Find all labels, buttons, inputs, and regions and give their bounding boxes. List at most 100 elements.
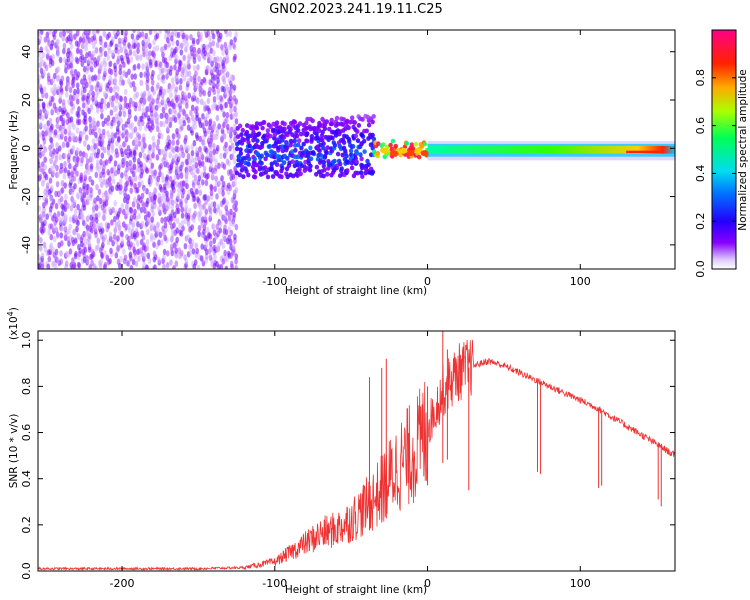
spectrogram-cell — [175, 75, 180, 83]
spectrogram-cell — [119, 184, 123, 191]
spectrogram-cell — [209, 183, 213, 190]
spectrogram-cell — [204, 241, 209, 249]
spectrogram-cell — [47, 229, 51, 236]
spectrogram-cell — [89, 104, 94, 111]
spectrogram-cell — [308, 163, 313, 169]
spectrogram-cell — [180, 212, 185, 219]
spectrogram-cell — [132, 213, 137, 220]
spectrogram-cell — [197, 225, 202, 232]
spectrogram-y-tick-label: 40 — [20, 45, 33, 59]
spectrogram-cell — [231, 173, 236, 180]
spectrogram-cell — [118, 207, 122, 214]
spectrogram-cell — [139, 238, 144, 246]
spectrogram-cell — [195, 146, 199, 154]
spectrogram-cell — [73, 88, 77, 96]
spectrogram-cell — [189, 187, 194, 195]
spectrogram-cell — [152, 241, 156, 248]
spectrogram-cell — [232, 157, 237, 165]
spectrogram-cell — [211, 33, 216, 40]
spectrogram-cell — [187, 207, 192, 215]
spectrogram-cell — [180, 161, 185, 168]
spectrogram-cell — [38, 244, 43, 251]
spectrogram-cell — [158, 231, 163, 238]
spectrogram-cell — [211, 40, 215, 47]
spectrogram-cell — [185, 98, 189, 106]
spectrogram-y-tick-label: 20 — [20, 93, 33, 107]
spectrogram-cell — [150, 162, 155, 169]
spectrogram-cell — [372, 149, 377, 155]
spectrogram-cell — [225, 117, 229, 124]
spectrogram-cell — [146, 71, 150, 78]
spectrogram-cell — [84, 125, 88, 132]
spectrogram-cell — [176, 94, 181, 101]
spectrogram-cell — [169, 259, 173, 266]
spectrogram-cell — [106, 169, 110, 176]
spectrogram-cell — [152, 89, 156, 96]
spectrogram-cell — [144, 41, 149, 48]
spectrogram-cell — [103, 67, 107, 74]
snr-y-multiplier: (x104) — [6, 307, 20, 340]
spectrogram-cell — [43, 146, 48, 153]
spectrogram-cell — [102, 98, 107, 106]
spectrogram-cell — [129, 97, 133, 105]
spectrogram-cell — [129, 44, 133, 51]
spectrogram-cell — [304, 120, 309, 126]
spectrogram-cell — [155, 154, 160, 161]
spectrogram-cell — [169, 65, 173, 72]
spectrogram-cell — [140, 180, 144, 187]
spectrogram-cell — [63, 160, 67, 168]
spectrogram-cell — [91, 90, 96, 98]
spectrogram-frame — [37, 29, 676, 270]
spectrogram-cell — [63, 166, 68, 174]
spectrogram-cell — [68, 136, 72, 143]
spectrogram-cell — [38, 205, 42, 212]
spectrogram-cell — [94, 131, 98, 138]
spectrogram-cell — [186, 145, 190, 152]
spectrogram-cell — [238, 151, 243, 156]
spectrogram-cell — [89, 221, 94, 228]
spectrogram-cell — [265, 152, 270, 158]
spectrogram-cell — [83, 56, 87, 64]
spectrogram-cell — [173, 64, 177, 71]
spectrogram-cell — [49, 234, 54, 241]
spectrogram-cell — [165, 250, 170, 257]
spectrogram-cell — [38, 74, 42, 81]
spectrogram-cell — [76, 156, 80, 163]
spectrogram-cell — [103, 179, 107, 186]
spectrogram-cell — [145, 210, 150, 218]
spectrogram-cell — [94, 171, 99, 178]
spectrogram-cell — [62, 173, 67, 180]
snr-ticks: -200 -100 0 100 0.0 0.2 0.4 0.6 0.8 1.0 — [20, 331, 675, 590]
spectrogram-cell — [166, 125, 170, 132]
spectrogram-cell — [80, 210, 84, 217]
spectrogram-cell — [260, 125, 265, 131]
spectrogram-cell — [322, 126, 328, 132]
spectrogram-cell — [250, 124, 255, 130]
spectrogram-cell — [228, 89, 233, 96]
spectrogram-cell — [140, 192, 145, 200]
spectrogram-cell — [62, 47, 66, 55]
spectrogram-cell — [156, 138, 161, 146]
spectrogram-cell — [137, 255, 141, 262]
spectrogram-cell — [80, 156, 84, 163]
spectrogram-cell — [66, 141, 70, 148]
spectrogram-cell — [274, 170, 279, 175]
spectrogram-cell — [124, 223, 128, 231]
spectrogram-cell — [126, 194, 130, 201]
spectrogram-cell — [86, 183, 90, 191]
spectrogram-cell — [216, 204, 220, 211]
spectrogram-cell — [317, 120, 322, 126]
spectrogram-cell — [222, 56, 227, 64]
spectrogram-cell — [91, 210, 96, 217]
spectrogram-cell — [208, 207, 213, 215]
spectrogram-cell — [38, 138, 41, 145]
spectrogram-cell — [148, 30, 153, 36]
spectrogram-cell — [141, 107, 146, 114]
spectrogram-cell — [68, 248, 73, 255]
spectrogram-cell — [197, 230, 201, 238]
spectrogram-cell — [115, 93, 120, 100]
spectrogram-cell — [111, 177, 116, 185]
spectrogram-cell — [371, 114, 376, 119]
spectrogram-cell — [58, 154, 62, 161]
